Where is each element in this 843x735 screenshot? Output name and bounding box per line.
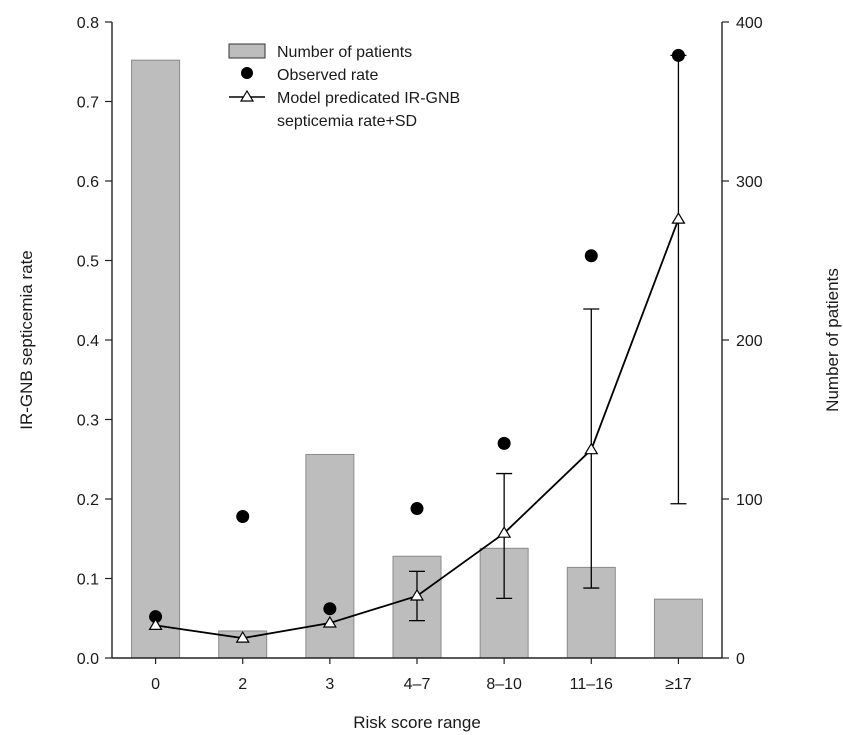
observed-point-1 bbox=[236, 509, 250, 523]
x-tick-label-5: 11–16 bbox=[570, 676, 613, 693]
right-y-axis-title: Number of patients bbox=[823, 268, 842, 412]
bar-6 bbox=[653, 598, 703, 659]
observed-points-layer bbox=[149, 48, 685, 624]
left-tick-label-4: 0.4 bbox=[77, 333, 99, 350]
legend-model-marker bbox=[239, 89, 255, 102]
bars-layer bbox=[131, 59, 703, 659]
x-ticks: 0 2 3 4–7 8–10 11–16 ≥17 bbox=[151, 658, 692, 693]
x-tick-label-0: 0 bbox=[151, 676, 160, 693]
left-tick-label-5: 0.5 bbox=[77, 254, 99, 271]
model-point-4 bbox=[497, 526, 512, 538]
error-bars-layer bbox=[409, 54, 687, 622]
right-tick-label-0: 0 bbox=[736, 651, 745, 668]
left-tick-label-7: 0.7 bbox=[77, 95, 99, 112]
legend: Number of patients Observed rate Model p… bbox=[228, 43, 460, 130]
right-y-ticks: 0 100 200 300 400 bbox=[722, 15, 763, 668]
legend-label-number-of-patients: Number of patients bbox=[277, 44, 412, 61]
right-tick-label-4: 400 bbox=[736, 15, 763, 32]
observed-point-6 bbox=[671, 48, 685, 62]
model-point-0 bbox=[148, 618, 163, 631]
legend-observed-marker bbox=[241, 67, 253, 79]
legend-label-model-line1: Model predicated IR-GNB bbox=[277, 90, 460, 107]
legend-label-observed-rate: Observed rate bbox=[277, 67, 378, 84]
observed-point-0 bbox=[149, 610, 163, 624]
model-point-5 bbox=[584, 442, 599, 455]
left-tick-label-3: 0.3 bbox=[77, 413, 99, 430]
observed-point-5 bbox=[584, 249, 598, 263]
left-y-axis-title: IR-GNB septicemia rate bbox=[17, 250, 36, 430]
model-point-3 bbox=[409, 588, 425, 601]
left-y-ticks: 0.0 0.1 0.2 0.3 0.4 0.5 0.6 0.7 0.8 bbox=[77, 15, 112, 668]
bar-0 bbox=[131, 59, 181, 659]
left-tick-label-8: 0.8 bbox=[77, 15, 99, 32]
observed-point-4 bbox=[497, 436, 511, 450]
x-axis-title: Risk score range bbox=[353, 713, 481, 732]
legend-bar-swatch bbox=[228, 43, 266, 59]
left-tick-label-6: 0.6 bbox=[77, 174, 99, 191]
right-tick-label-3: 300 bbox=[736, 174, 763, 191]
right-tick-label-2: 200 bbox=[736, 333, 763, 350]
left-tick-label-2: 0.2 bbox=[77, 492, 99, 509]
observed-point-3 bbox=[410, 502, 424, 516]
model-point-1 bbox=[235, 630, 250, 643]
observed-point-2 bbox=[323, 602, 337, 616]
left-tick-label-0: 0.0 bbox=[77, 651, 99, 668]
right-tick-label-1: 100 bbox=[736, 492, 763, 509]
model-point-6 bbox=[671, 211, 686, 224]
x-tick-label-6: ≥17 bbox=[665, 676, 692, 693]
legend-label-model-line2: septicemia rate+SD bbox=[277, 113, 417, 130]
model-point-2 bbox=[322, 615, 337, 628]
left-tick-label-1: 0.1 bbox=[77, 572, 99, 589]
model-line-layer bbox=[148, 211, 686, 643]
x-tick-label-2: 3 bbox=[325, 676, 334, 693]
x-tick-label-1: 2 bbox=[238, 676, 247, 693]
x-tick-label-4: 8–10 bbox=[486, 676, 522, 693]
x-tick-label-3: 4–7 bbox=[404, 676, 431, 693]
